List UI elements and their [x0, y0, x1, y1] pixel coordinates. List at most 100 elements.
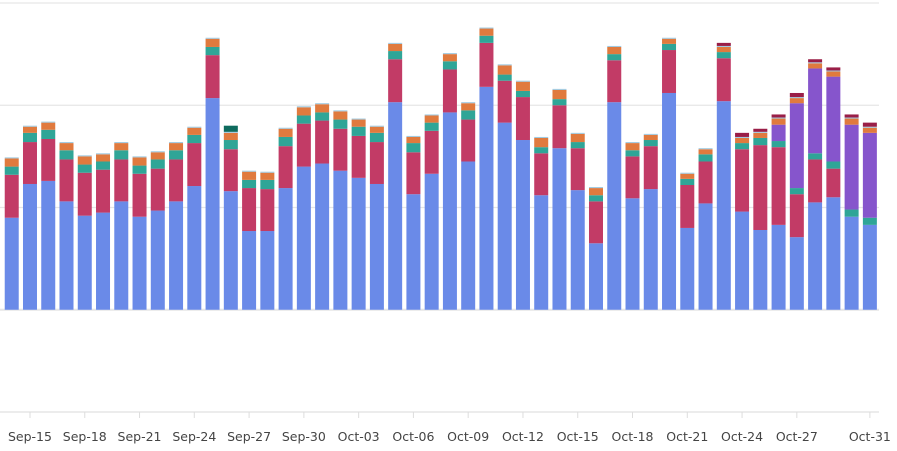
bar-segment-Sep-29-s0: [278, 188, 293, 310]
bar-segment-Oct-02-s5: [333, 110, 348, 112]
bar-segment-Sep-30-s5: [296, 106, 311, 108]
bar-segment-Oct-11-s1: [497, 80, 512, 123]
x-tick-label: Oct-18: [611, 429, 653, 444]
bar-segment-Sep-15-s0: [22, 183, 37, 310]
bar-segment-Sep-20-s5: [114, 142, 129, 144]
bar-segment-Oct-01-s2: [315, 112, 330, 121]
bar-segment-Oct-21-s0: [680, 227, 695, 310]
bar-segment-Sep-18-s1: [77, 172, 92, 216]
bar-segment-Oct-26-s2: [771, 141, 786, 148]
bar-segment-Sep-22-s0: [150, 210, 165, 310]
bar-segment-Oct-06-s5: [406, 135, 421, 137]
bar-segment-Sep-17-s2: [59, 150, 74, 160]
bar-segment-Sep-21-s1: [132, 173, 147, 217]
bar-segment-Oct-27-s1: [789, 194, 804, 238]
bar-segment-Oct-26-s5: [771, 117, 786, 119]
bar-segment-Oct-28-s3: [808, 68, 823, 154]
bar-segment-Oct-04-s1: [369, 142, 384, 184]
bar-segment-Oct-29-s5: [826, 70, 841, 72]
bar-segment-Oct-25-s7: [753, 128, 768, 132]
bar-segment-Sep-29-s5: [278, 127, 293, 129]
bar-segment-Oct-27-s3: [789, 103, 804, 189]
bar-segment-Oct-25-s2: [753, 137, 768, 146]
bar-segment-Sep-21-s5: [132, 156, 147, 158]
bar-segment-Sep-25-s1: [205, 55, 220, 99]
bar-segment-Sep-28-s5: [260, 171, 275, 173]
bar-segment-Sep-22-s5: [150, 151, 165, 153]
bar-segment-Sep-15-s5: [22, 125, 37, 127]
bar-segment-Sep-27-s4: [242, 171, 257, 180]
bar-segment-Sep-19-s1: [96, 169, 111, 213]
bar-segment-Oct-04-s0: [369, 183, 384, 310]
bar-segment-Oct-25-s5: [753, 131, 768, 133]
x-tick-label: Sep-15: [8, 429, 52, 444]
bar-segment-Oct-20-s1: [662, 50, 677, 93]
bar-segment-Oct-12-s0: [515, 140, 530, 310]
x-tick-label: Oct-12: [502, 429, 544, 444]
x-tick-label: Oct-24: [721, 429, 763, 444]
x-tick-label: Sep-30: [282, 429, 326, 444]
bar-segment-Sep-16-s0: [41, 180, 56, 310]
bar-segment-Oct-05-s1: [388, 59, 403, 103]
bar-segment-Oct-17-s1: [607, 60, 622, 103]
bar-segment-Sep-18-s5: [77, 155, 92, 157]
bar-segment-Sep-28-s0: [260, 231, 275, 310]
bar-segment-Sep-27-s1: [242, 188, 257, 232]
bar-segment-Sep-21-s2: [132, 165, 147, 174]
bar-segment-Oct-29-s7: [826, 67, 841, 71]
bar-segment-Oct-13-s1: [534, 153, 549, 196]
bar-segment-Oct-31-s5: [862, 126, 877, 128]
bar-segment-Sep-26-s2: [223, 140, 238, 150]
x-tick-label: Oct-09: [447, 429, 489, 444]
bar-segment-Oct-11-s0: [497, 122, 512, 310]
bar-segment-Sep-24-s4: [187, 127, 202, 135]
bar-segment-Oct-08-s5: [442, 53, 457, 55]
bar-segment-Oct-03-s1: [351, 135, 366, 178]
bar-segment-Oct-23-s5: [716, 45, 731, 47]
bar-segment-Oct-12-s2: [515, 90, 530, 98]
bar-segment-Sep-17-s1: [59, 159, 74, 202]
bar-segment-Oct-24-s7: [735, 132, 750, 137]
bar-segment-Sep-29-s2: [278, 136, 293, 147]
bar-segment-Oct-18-s5: [625, 142, 640, 144]
bar-segment-Oct-19-s2: [643, 140, 658, 147]
bar-segment-Sep-23-s2: [169, 150, 184, 160]
bar-segment-Oct-23-s1: [716, 58, 731, 102]
bar-segment-Oct-04-s5: [369, 125, 384, 127]
bar-segment-Oct-15-s1: [570, 148, 585, 191]
bar-segment-Oct-15-s5: [570, 132, 585, 134]
bar-segment-Sep-19-s0: [96, 212, 111, 310]
x-tick-label: Sep-27: [227, 429, 271, 444]
bar-segment-Oct-25-s4: [753, 132, 768, 138]
bar-segment-Oct-16-s2: [588, 195, 603, 202]
bar-segment-Sep-21-s4: [132, 157, 147, 166]
bar-segment-Sep-22-s2: [150, 159, 165, 169]
bar-segment-Oct-11-s4: [497, 65, 512, 75]
bar-segment-Sep-22-s4: [150, 152, 165, 160]
bar-segment-Sep-23-s4: [169, 143, 184, 151]
bar-segment-Sep-14-s5: [4, 157, 19, 159]
bar-segment-Sep-25-s2: [205, 46, 220, 56]
bar-segment-Oct-07-s0: [424, 173, 439, 310]
bar-segment-Oct-20-s2: [662, 43, 677, 51]
bar-segment-Oct-20-s0: [662, 92, 677, 310]
bar-segment-Oct-28-s7: [808, 59, 823, 63]
bar-segment-Oct-14-s2: [552, 99, 567, 106]
bar-segment-Sep-17-s0: [59, 201, 74, 310]
bar-segment-Oct-30-s3: [844, 124, 859, 210]
bar-segment-Oct-23-s2: [716, 52, 731, 59]
bar-segment-Oct-08-s2: [442, 61, 457, 70]
bar-segment-Sep-14-s4: [4, 158, 19, 167]
bar-segment-Oct-11-s2: [497, 74, 512, 81]
bar-segment-Sep-17-s4: [59, 143, 74, 151]
bar-segment-Oct-19-s1: [643, 146, 658, 190]
bar-segment-Oct-16-s0: [588, 243, 603, 310]
bar-segment-Oct-08-s0: [442, 112, 457, 310]
bar-segment-Sep-29-s4: [278, 128, 293, 137]
bar-segment-Sep-30-s0: [296, 166, 311, 310]
bar-segment-Sep-28-s2: [260, 179, 275, 190]
bar-segment-Oct-14-s0: [552, 148, 567, 310]
bar-segment-Sep-23-s1: [169, 159, 184, 202]
bar-segment-Oct-30-s2: [844, 209, 859, 217]
bar-segment-Oct-19-s5: [643, 133, 658, 135]
